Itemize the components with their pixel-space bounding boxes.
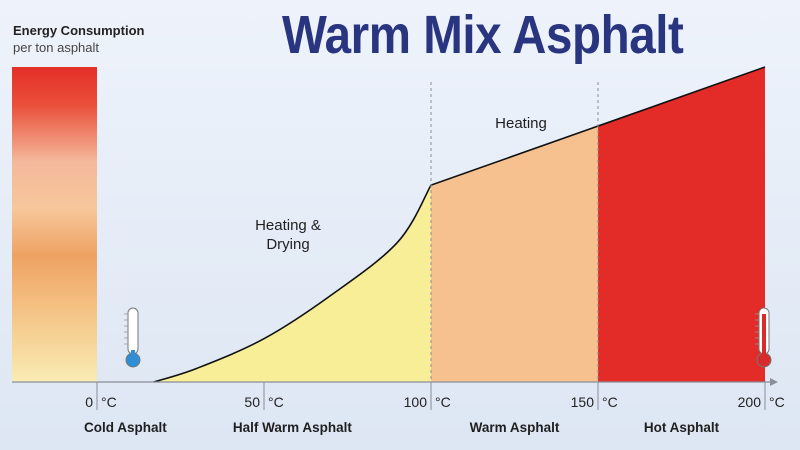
region-warm-asphalt [431,126,598,382]
energy-consumption-bar [12,67,97,382]
cold-thermometer-icon [127,307,139,355]
region-label-hot-asphalt: Hot Asphalt [644,420,720,435]
annotation-heating-drying-1: Heating & [255,217,321,234]
x-tick-unit-0: °C [101,394,117,410]
energy-axis-title: Energy Consumption [13,23,145,38]
x-tick-label-50: 50 [244,394,260,410]
region-label-half-warm-asphalt: Half Warm Asphalt [233,420,353,435]
energy-axis-subtitle: per ton asphalt [13,40,100,55]
x-axis-arrow [770,378,778,386]
x-tick-label-100: 100 [404,394,428,410]
x-tick-label-150: 150 [571,394,595,410]
x-tick-label-0: 0 [85,394,93,410]
annotation-heating-drying-2: Drying [266,236,309,253]
x-tick-unit-100: °C [435,394,451,410]
energy-curve-line [153,66,766,383]
x-tick-label-200: 200 [738,394,762,410]
region-half-warm-asphalt [153,185,431,382]
cold-thermometer-level [131,350,135,360]
hot-thermometer-level [762,314,766,360]
region-label-cold-asphalt: Cold Asphalt [84,420,167,435]
x-tick-unit-50: °C [268,394,284,410]
x-tick-unit-150: °C [602,394,618,410]
region-label-warm-asphalt: Warm Asphalt [470,420,560,435]
region-hot-asphalt [598,67,765,382]
energy-axis-label: Energy Consumption per ton asphalt [13,22,144,56]
page-title: Warm Mix Asphalt [282,5,684,65]
annotation-heating: Heating [495,115,547,132]
x-tick-unit-200: °C [769,394,785,410]
